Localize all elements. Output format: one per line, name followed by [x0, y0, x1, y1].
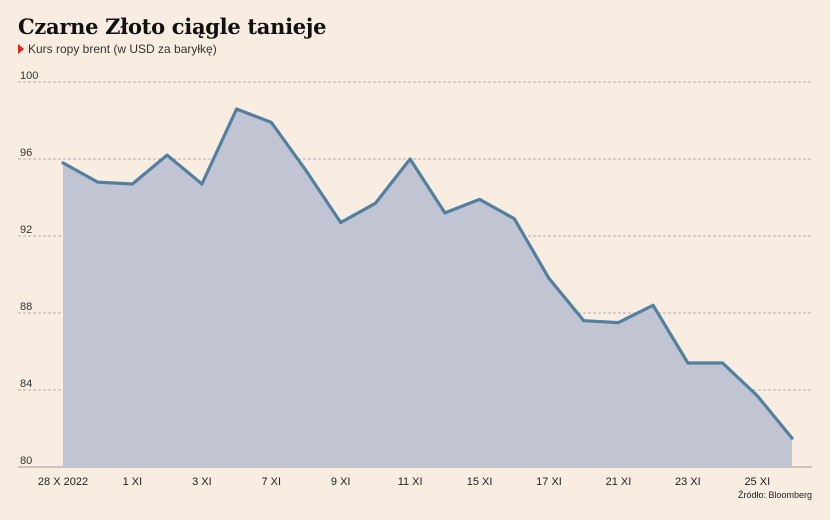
subtitle-text: Kurs ropy brent (w USD za baryłkę): [28, 42, 217, 56]
y-tick-label: 92: [20, 224, 32, 236]
x-tick-label: 25 XI: [744, 476, 770, 488]
data-point: [339, 221, 343, 225]
x-tick-label: 3 XI: [192, 476, 212, 488]
x-tick-label: 15 XI: [467, 476, 493, 488]
x-tick-label: 9 XI: [331, 476, 351, 488]
data-point: [235, 107, 239, 111]
data-point: [269, 120, 273, 124]
data-point: [61, 161, 65, 165]
y-tick-label: 84: [20, 378, 32, 390]
source-note: Źródło: Bloomberg: [737, 490, 812, 500]
data-point: [443, 211, 447, 215]
red-triangle-icon: [18, 44, 24, 54]
x-axis-labels: 28 X 2022 1 XI 3 XI 7 XI 9 XI 11 XI 15 XI 17 XI…: [38, 476, 770, 488]
data-point: [96, 180, 100, 184]
x-tick-label: 7 XI: [261, 476, 281, 488]
data-point: [165, 153, 169, 157]
data-point: [408, 157, 412, 161]
data-point: [373, 201, 377, 205]
data-point: [582, 319, 586, 323]
x-tick-label: 11 XI: [398, 476, 423, 488]
data-point: [686, 361, 690, 365]
x-tick-label: 1 XI: [123, 476, 143, 488]
x-tick-label: 21 XI: [606, 476, 632, 488]
data-point: [790, 436, 794, 440]
data-point: [547, 276, 551, 280]
data-point: [200, 182, 204, 186]
y-axis-labels: 80 84 88 92 96 100: [20, 70, 38, 467]
data-point: [651, 303, 655, 307]
data-point: [755, 394, 759, 398]
area-fill: [63, 109, 792, 467]
data-point: [512, 217, 516, 221]
y-tick-label: 80: [20, 455, 32, 467]
data-point: [304, 169, 308, 173]
data-point: [478, 197, 482, 201]
data-points: [61, 107, 794, 440]
series-line: [61, 107, 794, 440]
data-point: [721, 361, 725, 365]
y-tick-label: 96: [20, 147, 32, 159]
data-point: [616, 321, 620, 325]
y-tick-label: 88: [20, 301, 32, 313]
chart-subtitle: Kurs ropy brent (w USD za baryłkę): [18, 42, 217, 56]
data-point: [130, 182, 134, 186]
y-tick-label: 100: [20, 70, 38, 82]
x-tick-label: 23 XI: [675, 476, 701, 488]
chart-title: Czarne Złoto ciągle tanieje: [18, 14, 327, 39]
x-tick-label: 17 XI: [536, 476, 562, 488]
x-tick-label: 28 X 2022: [38, 476, 88, 488]
